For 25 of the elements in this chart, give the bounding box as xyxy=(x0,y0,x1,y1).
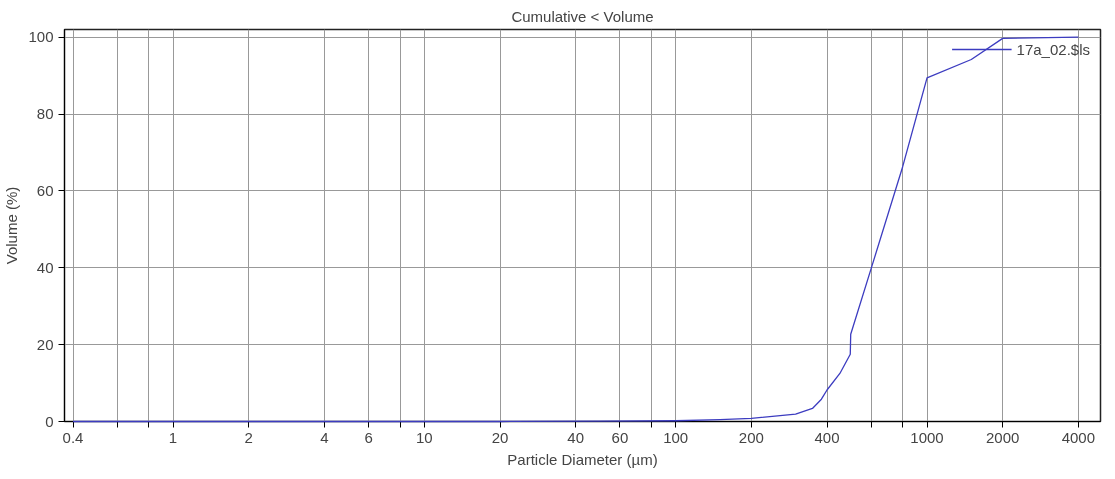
x-tick-label: 0.4 xyxy=(62,428,84,446)
x-tick-label: 100 xyxy=(663,428,689,446)
x-tick-label: 4 xyxy=(320,428,329,446)
x-tick-label: 20 xyxy=(491,428,509,446)
y-axis-title: Volume (%) xyxy=(3,186,21,265)
x-tick-label: 6 xyxy=(364,428,373,446)
y-tick-label: 40 xyxy=(36,258,54,276)
x-tick-label: 60 xyxy=(611,428,629,446)
y-tick-label: 60 xyxy=(36,181,54,199)
x-tick-label: 200 xyxy=(738,428,764,446)
x-tick-label: 1 xyxy=(168,428,178,446)
x-tick-label: 10 xyxy=(416,428,433,446)
y-tick-label: 100 xyxy=(28,28,54,46)
y-tick-label: 0 xyxy=(45,412,54,430)
x-tick-label: 400 xyxy=(814,428,840,446)
x-tick-label: 40 xyxy=(567,428,585,446)
x-tick-label: 1000 xyxy=(910,428,944,446)
x-tick-label: 2000 xyxy=(986,428,1020,446)
x-tick-label: 4000 xyxy=(1061,428,1096,446)
legend-label: 17a_02.$ls xyxy=(1016,40,1090,58)
y-tick-label: 80 xyxy=(36,105,54,123)
chart-title: Cumulative < Volume xyxy=(511,7,654,25)
y-tick-label: 20 xyxy=(36,335,54,353)
x-axis-title: Particle Diameter (µm) xyxy=(507,450,658,468)
x-tick-label: 2 xyxy=(244,428,253,446)
